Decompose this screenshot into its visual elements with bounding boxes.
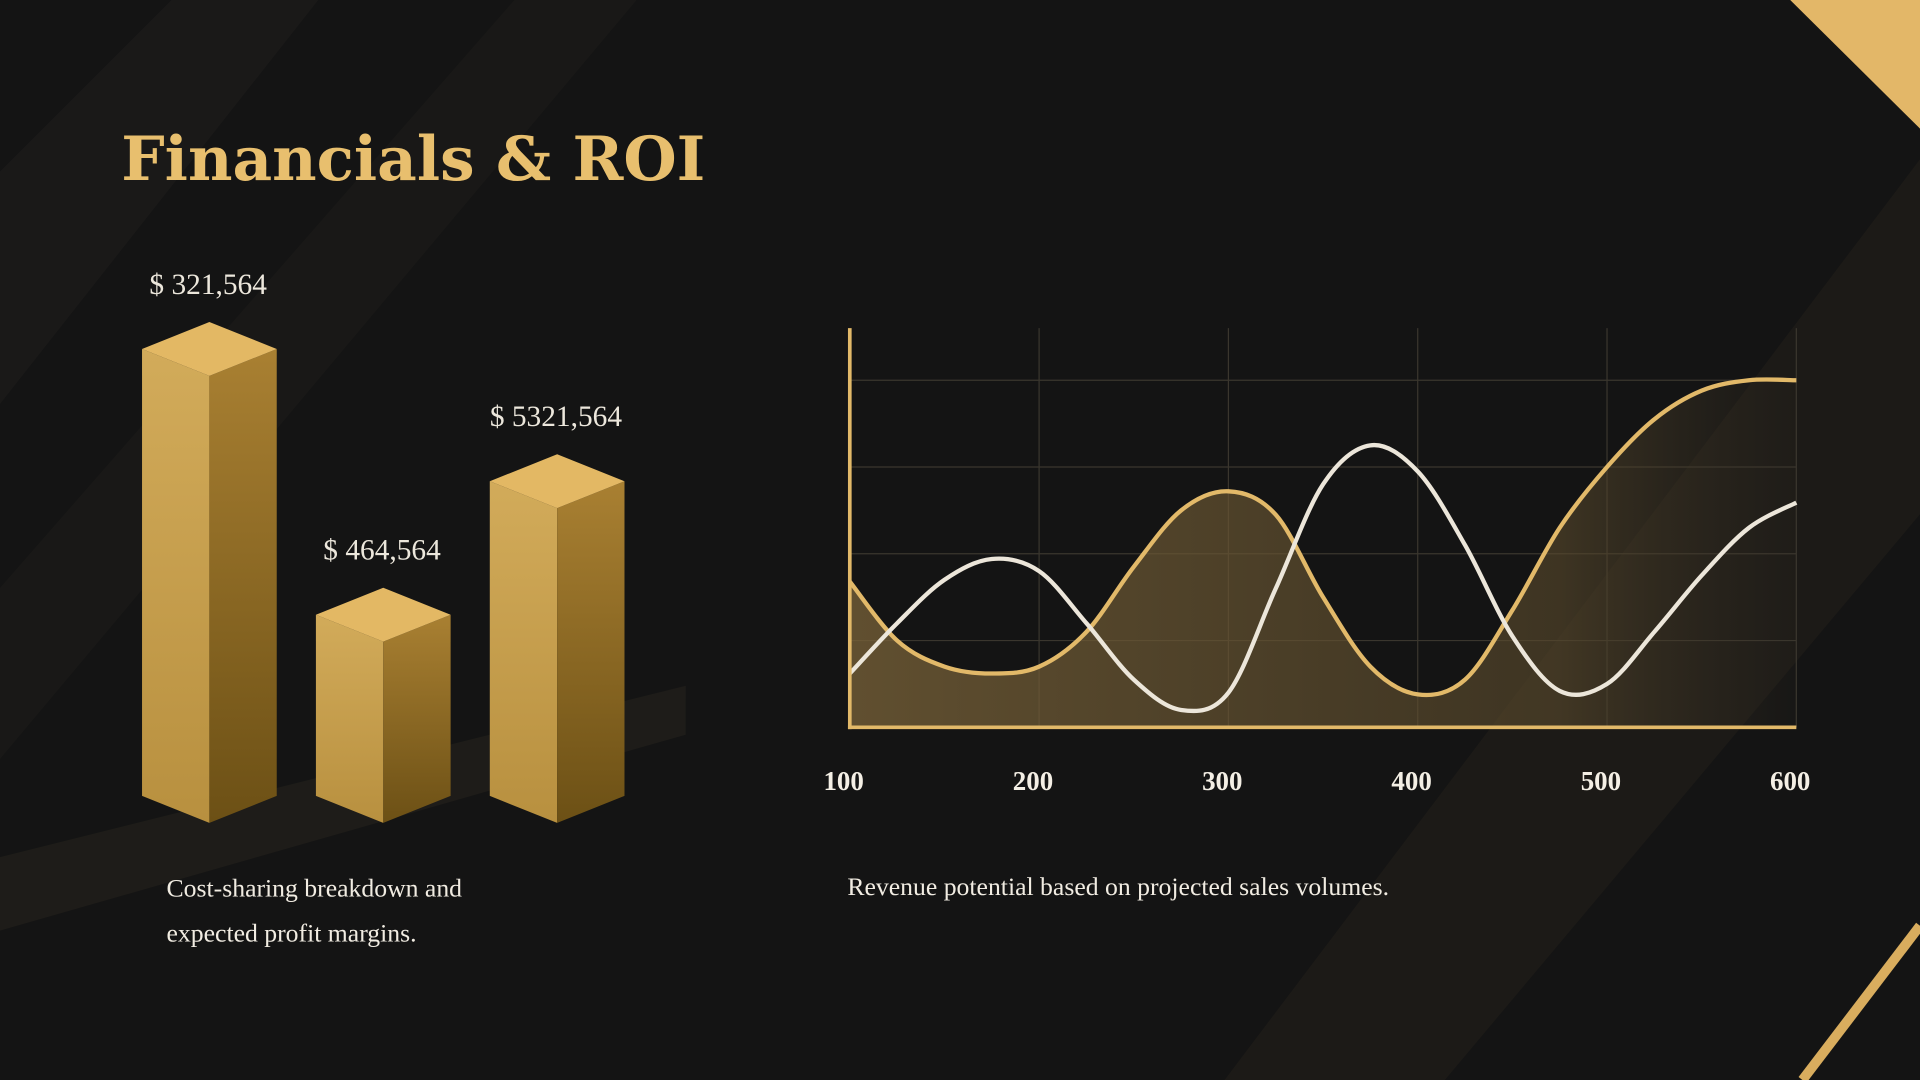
caption-line: Cost-sharing breakdown and xyxy=(167,873,463,902)
bar-label: $ 464,564 xyxy=(323,535,441,567)
line xyxy=(848,442,1798,714)
bar-label: $ 321,564 xyxy=(149,269,267,301)
title: Financials & ROI xyxy=(121,124,705,195)
bar-right-face xyxy=(209,348,277,823)
bar-illustration: $ 321,564 $ 464,564 $ 5321,564 xyxy=(142,269,625,823)
line-chart: 100 200 300 400 500 600 xyxy=(823,328,1810,796)
x-tick-label: 600 xyxy=(1770,766,1810,796)
bar-left-face xyxy=(489,481,558,823)
bar-top-face xyxy=(315,587,451,642)
bar-top-face xyxy=(489,454,625,509)
bar-right-face xyxy=(557,481,625,823)
area xyxy=(849,379,1797,728)
line xyxy=(848,377,1797,698)
bar-label: $ 5321,564 xyxy=(490,401,623,433)
x-tick-label: 400 xyxy=(1391,766,1431,796)
bar-right-face xyxy=(383,614,451,823)
bar-top-face xyxy=(142,322,277,376)
bar-left-face xyxy=(315,614,384,823)
x-tick-label: 200 xyxy=(1013,766,1053,796)
caption-line: expected profit margins. xyxy=(167,919,417,948)
x-tick-label: 500 xyxy=(1581,766,1621,796)
bar-left-face xyxy=(142,348,210,823)
x-tick-label: 100 xyxy=(823,766,863,796)
x-tick-label: 300 xyxy=(1202,766,1242,796)
chart-caption: Revenue potential based on projected sal… xyxy=(847,872,1389,901)
